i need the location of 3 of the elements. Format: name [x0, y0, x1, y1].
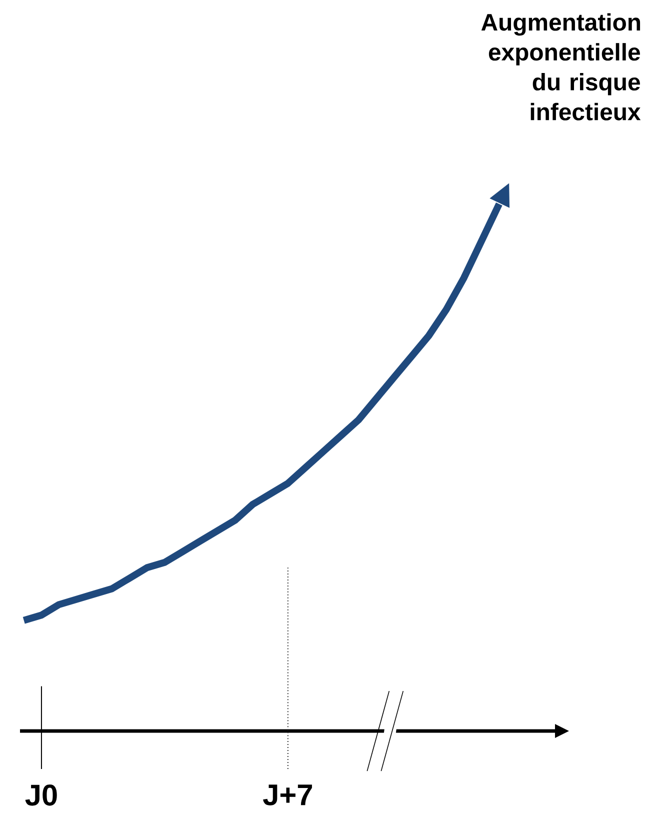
x-tick-label: J+7 [263, 784, 312, 806]
x-tick-label: J0 [25, 784, 57, 806]
text: Augmentation exponentielle du risque infectieux [481, 13, 641, 120]
